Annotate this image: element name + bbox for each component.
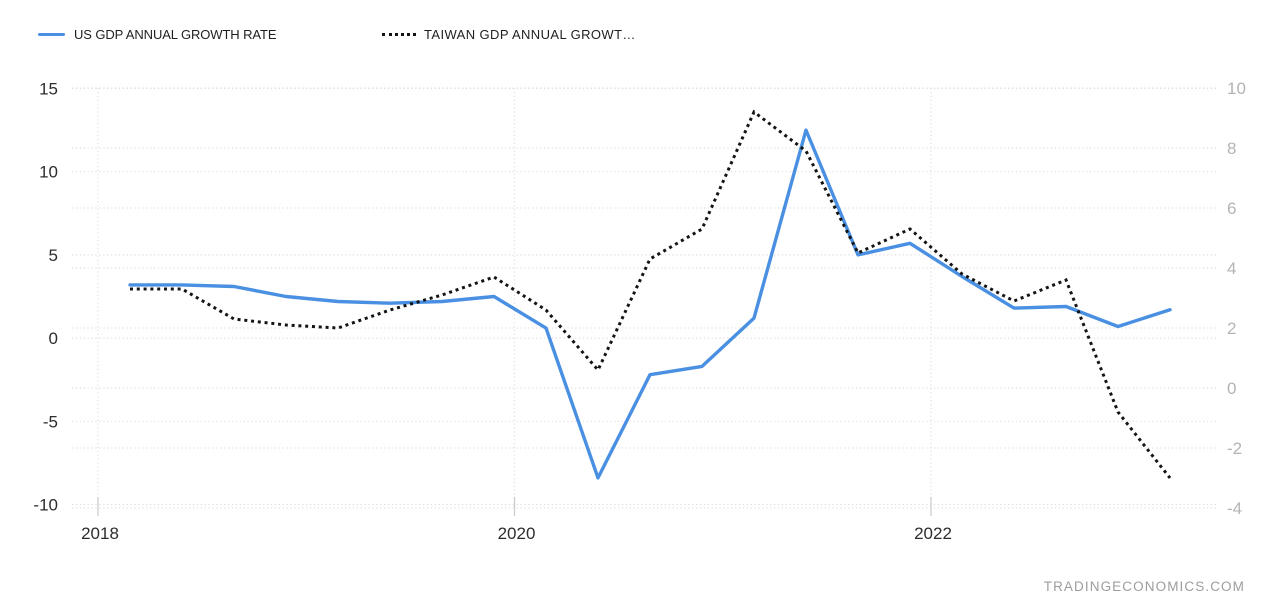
svg-text:2018: 2018 bbox=[81, 524, 119, 543]
svg-text:2: 2 bbox=[1227, 319, 1236, 338]
legend-item-taiwan-gdp[interactable]: TAIWAN GDP ANNUAL GROWT… bbox=[382, 25, 636, 43]
svg-text:4: 4 bbox=[1227, 259, 1236, 278]
svg-text:0: 0 bbox=[49, 329, 58, 348]
svg-text:0: 0 bbox=[1227, 379, 1236, 398]
axis-tick-labels: 15 10 5 0 -5 -10 10 8 6 4 2 0 -2 -4 2018 2020 2022 bbox=[33, 79, 1246, 543]
taiwan-dotted-line-swatch-icon bbox=[382, 32, 416, 36]
svg-text:10: 10 bbox=[39, 163, 58, 182]
legend-label-us: US GDP ANNUAL GROWTH RATE bbox=[74, 26, 277, 42]
chart-legend: US GDP ANNUAL GROWTH RATE TAIWAN GDP ANN… bbox=[0, 25, 1266, 43]
svg-text:-10: -10 bbox=[33, 496, 58, 515]
svg-text:-5: -5 bbox=[43, 412, 58, 431]
svg-text:8: 8 bbox=[1227, 139, 1236, 158]
svg-text:5: 5 bbox=[49, 246, 58, 265]
svg-text:6: 6 bbox=[1227, 199, 1236, 218]
legend-label-taiwan: TAIWAN GDP ANNUAL GROWT… bbox=[424, 26, 636, 42]
series-taiwan-gdp bbox=[130, 109, 1172, 479]
svg-text:2022: 2022 bbox=[914, 524, 952, 543]
gridlines bbox=[72, 87, 1218, 516]
svg-text:15: 15 bbox=[39, 80, 58, 99]
series-us-gdp bbox=[128, 128, 1172, 480]
svg-text:-2: -2 bbox=[1227, 439, 1242, 458]
legend-item-us-gdp[interactable]: US GDP ANNUAL GROWTH RATE bbox=[38, 25, 277, 43]
svg-text:10: 10 bbox=[1227, 79, 1246, 98]
svg-text:-4: -4 bbox=[1227, 499, 1242, 518]
attribution-link[interactable]: TRADINGECONOMICS.COM bbox=[1043, 579, 1245, 594]
us-solid-line-swatch-icon bbox=[38, 32, 65, 36]
svg-text:2020: 2020 bbox=[498, 524, 536, 543]
